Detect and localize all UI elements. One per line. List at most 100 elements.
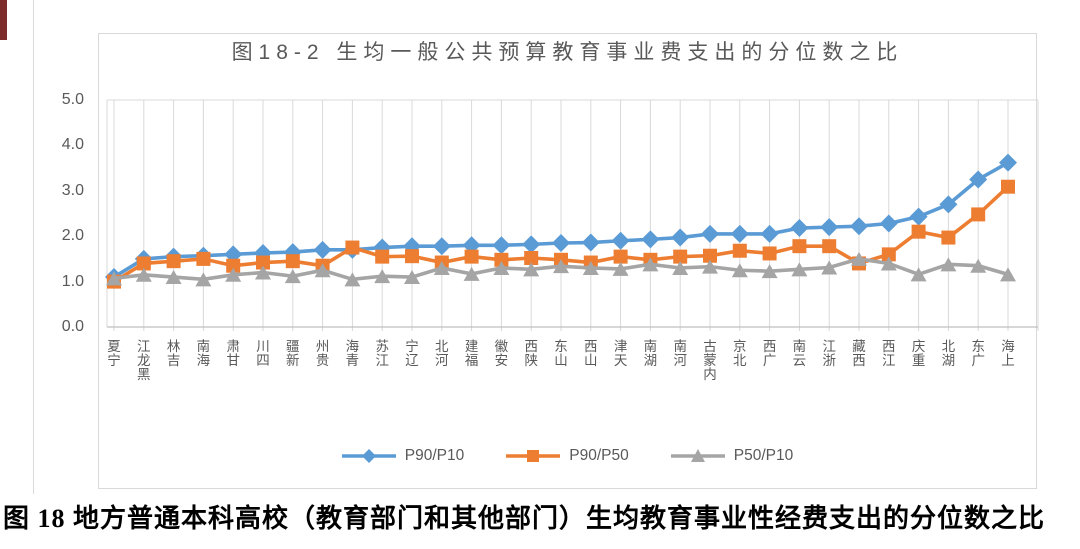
x-axis-label: 徽安	[494, 339, 509, 368]
x-axis-label: 西山	[584, 339, 598, 368]
data-point-P50-P10	[821, 260, 838, 275]
data-point-P90-P50	[941, 230, 956, 245]
data-point-P90-P50	[494, 252, 509, 267]
data-point-P90-P50	[196, 251, 211, 266]
legend-label: P90/P50	[569, 447, 629, 464]
data-point-P90-P10	[641, 230, 660, 249]
y-axis-tick-label: 4.0	[61, 136, 84, 154]
data-point-P90-P10	[611, 231, 630, 250]
data-point-P90-P50	[1001, 179, 1015, 194]
data-point-P90-P10	[492, 236, 511, 255]
data-point-P90-P10	[879, 214, 898, 233]
data-point-P90-P10	[939, 195, 958, 214]
data-point-P90-P10	[790, 219, 809, 238]
x-axis-label: 林吉	[166, 339, 181, 368]
legend-item: P90/P50	[506, 447, 629, 465]
data-point-P50-P10	[404, 270, 420, 285]
legend-triangle-icon	[670, 449, 725, 462]
data-point-P90-P50	[822, 239, 837, 254]
x-axis-label: 东广	[971, 339, 985, 368]
data-point-P90-P10	[909, 207, 928, 226]
data-point-P50-P10	[433, 260, 450, 275]
data-point-P50-P10	[344, 272, 361, 287]
data-point-P50-P10	[910, 267, 927, 282]
data-point-P50-P10	[493, 260, 510, 275]
data-point-P50-P10	[791, 262, 808, 277]
x-axis-label: 苏江	[375, 339, 389, 368]
x-axis-label: 南海	[196, 339, 211, 368]
legend-square-icon	[506, 450, 561, 462]
y-axis-tick-label: 2.0	[61, 227, 84, 245]
data-point-P50-P10	[940, 257, 957, 272]
data-point-P90-P50	[375, 249, 390, 264]
x-axis-label: 西江	[882, 339, 896, 368]
data-point-P90-P10	[850, 217, 868, 236]
legend-diamond-icon	[341, 449, 396, 463]
x-axis-label: 庆重	[911, 339, 926, 368]
data-point-P50-P10	[463, 266, 480, 281]
data-point-P90-P50	[226, 258, 241, 273]
x-axis-label: 建福	[464, 339, 479, 368]
data-point-P90-P50	[971, 207, 986, 222]
data-point-P50-P10	[135, 267, 152, 282]
x-axis-label: 北河	[435, 339, 449, 368]
x-axis-label: 西广	[762, 339, 777, 368]
page-corner-mark	[0, 0, 7, 40]
data-point-P50-P10	[582, 260, 599, 275]
data-point-P50-P10	[553, 259, 569, 274]
data-point-P90-P10	[522, 235, 541, 254]
legend: P90/P10 P90/P50 P50/P10	[98, 443, 1037, 469]
x-axis-label: 海上	[1001, 339, 1015, 368]
data-point-P90-P10	[432, 237, 451, 256]
y-axis-tick-label: 0.0	[61, 318, 84, 335]
x-axis-label: 京北	[733, 339, 747, 368]
x-axis-label: 西陕	[524, 339, 538, 368]
x-axis-label: 南云	[792, 339, 807, 368]
x-axis-label: 疆新	[286, 339, 300, 368]
data-point-P90-P10	[671, 228, 690, 247]
data-point-P90-P50	[256, 255, 270, 270]
x-axis-label: 东山	[554, 339, 568, 368]
data-point-P90-P10	[760, 224, 779, 243]
data-point-P50-P10	[225, 267, 242, 282]
x-axis-label: 州贵	[315, 339, 330, 368]
y-axis-tick-label: 1.0	[61, 272, 84, 290]
data-point-P50-P10	[374, 269, 391, 284]
data-point-P90-P50	[673, 249, 688, 264]
legend-label: P90/P10	[404, 447, 465, 464]
data-point-P50-P10	[523, 262, 540, 277]
data-point-P50-P10	[106, 271, 122, 286]
data-point-P90-P10	[730, 224, 749, 243]
x-axis-label: 宁辽	[405, 339, 419, 368]
data-point-P50-P10	[702, 259, 718, 274]
legend-label: P50/P10	[733, 447, 794, 464]
data-point-P90-P10	[313, 240, 332, 259]
x-axis-label: 江龙黑	[137, 339, 151, 382]
x-axis-label: 肃甘	[226, 339, 240, 368]
y-axis-tick-label: 5.0	[61, 91, 84, 108]
data-point-P50-P10	[255, 265, 271, 280]
x-axis-label: 川四	[256, 339, 270, 368]
x-axis-label: 津天	[613, 339, 628, 368]
x-axis-label: 北湖	[941, 339, 956, 368]
x-axis-label: 南湖	[643, 339, 658, 368]
x-axis-label: 夏宁	[107, 339, 121, 368]
legend-item: P50/P10	[670, 447, 794, 465]
x-axis-label: 江浙	[822, 339, 836, 368]
data-point-P50-P10	[642, 257, 659, 272]
data-point-P90-P50	[345, 240, 360, 255]
data-point-P90-P10	[969, 170, 988, 189]
data-point-P50-P10	[195, 272, 212, 287]
x-axis-label: 古蒙内	[703, 339, 717, 382]
data-point-P50-P10	[851, 251, 867, 266]
data-point-P90-P50	[911, 224, 926, 239]
data-point-P50-P10	[672, 260, 689, 275]
data-point-P50-P10	[284, 269, 301, 284]
figure-caption: 图 18 地方普通本科高校（教育部门和其他部门）生均教育事业性经费支出的分位数之…	[3, 504, 1046, 533]
data-point-P90-P50	[405, 249, 419, 264]
data-point-P90-P50	[285, 254, 300, 269]
chart-title: 图18-2 生均一般公共预算教育事业费支出的分位数之比	[231, 41, 904, 64]
data-point-P90-P10	[999, 153, 1017, 172]
data-point-P90-P50	[166, 254, 181, 269]
